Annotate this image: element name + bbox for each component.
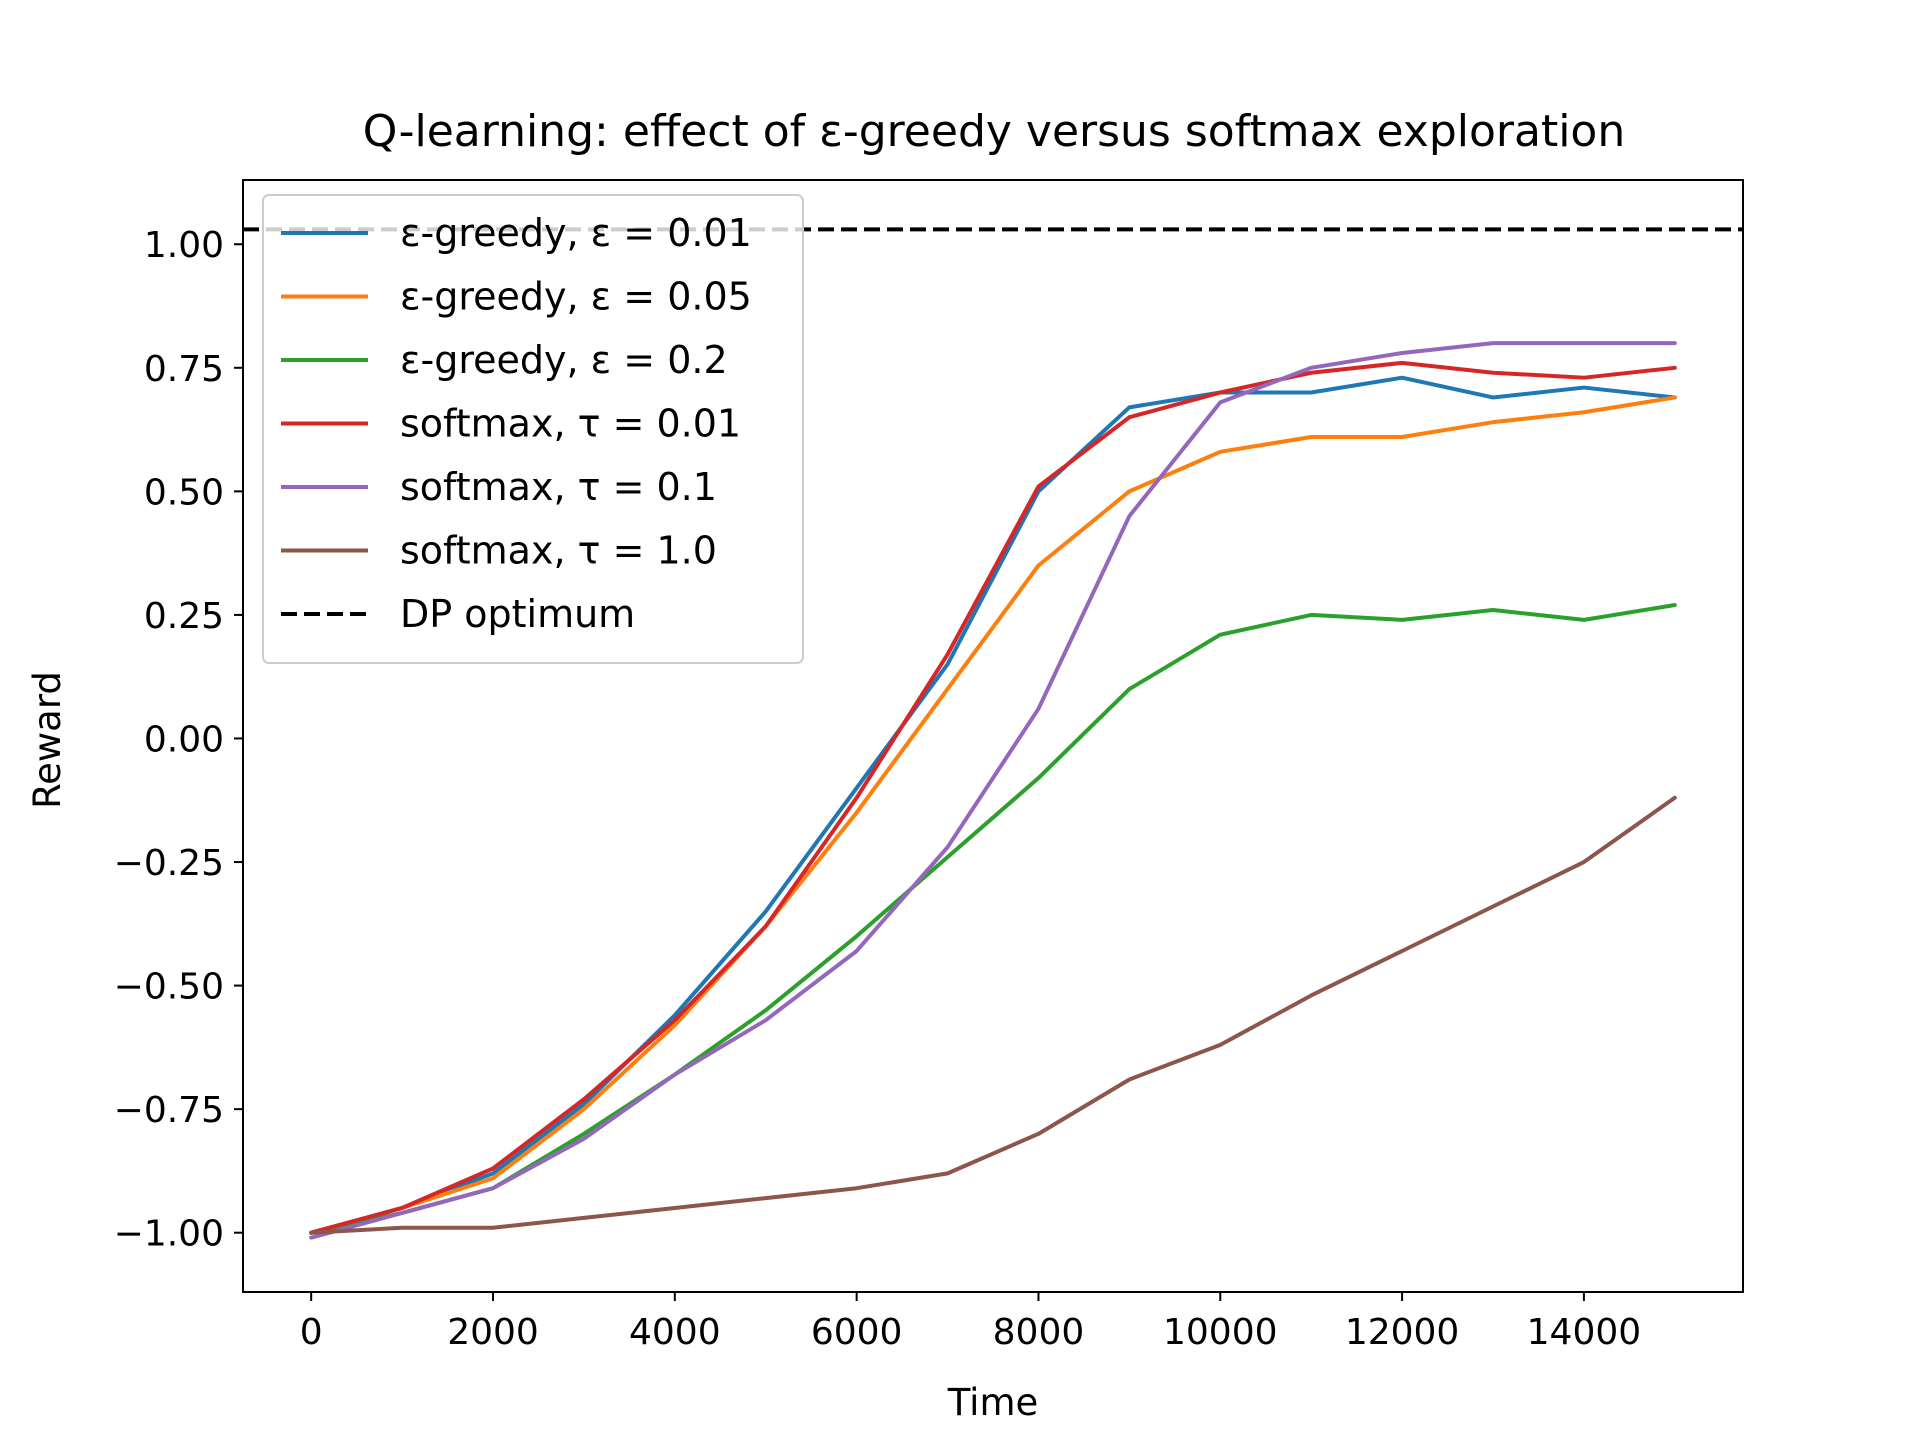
plot-frame: [242, 179, 1744, 1293]
series-line-4: [309, 360, 1677, 1235]
x-tick-label: 8000: [993, 1312, 1085, 1353]
x-tick-label: 2000: [447, 1312, 539, 1353]
y-tick-label: −0.50: [114, 967, 224, 1008]
x-tick-label: 12000: [1345, 1312, 1460, 1353]
x-tick-label: 14000: [1527, 1312, 1642, 1353]
y-axis-label: Reward: [26, 671, 69, 809]
x-tick-label: 4000: [629, 1312, 721, 1353]
legend-box: [262, 194, 804, 664]
x-tick-label: 6000: [811, 1312, 903, 1353]
legend: ε-greedy, ε = 0.01 ε-greedy, ε = 0.05 ε-gr…: [262, 194, 804, 664]
legend-label: DP optimum: [400, 592, 635, 636]
y-tick-label: −0.75: [114, 1090, 224, 1131]
x-tick-label: 10000: [1163, 1312, 1278, 1353]
plot-lines: [243, 227, 1743, 1240]
legend-label: softmax, τ = 1.0: [400, 529, 717, 573]
series-line-6: [309, 795, 1677, 1235]
y-tick-label: 0.75: [144, 349, 224, 390]
series-line-2: [309, 395, 1677, 1235]
legend-label: softmax, τ = 0.01: [400, 402, 741, 446]
series-line-5: [309, 341, 1677, 1240]
legend-label: softmax, τ = 0.1: [400, 465, 717, 509]
y-tick-label: −0.25: [114, 843, 224, 884]
series-line-3: [309, 603, 1677, 1235]
series-line-1: [309, 375, 1677, 1235]
y-axis: 1.00 0.75 0.50 0.25 0.00 −0.25 −0.50 −0.75 −1.00: [114, 225, 243, 1255]
x-tick-label: 0: [300, 1312, 323, 1353]
legend-label: ε-greedy, ε = 0.01: [400, 211, 752, 255]
x-axis-label: Time: [947, 1381, 1039, 1424]
y-tick-label: 0.00: [144, 719, 224, 760]
legend-label: ε-greedy, ε = 0.2: [400, 338, 728, 382]
y-tick-label: 1.00: [144, 225, 224, 266]
legend-label: ε-greedy, ε = 0.05: [400, 275, 752, 319]
y-tick-label: 0.25: [144, 596, 224, 637]
y-tick-label: 0.50: [144, 472, 224, 513]
y-tick-label: −1.00: [114, 1214, 224, 1255]
x-axis: 0 2000 4000 6000 8000 10000 12000 14000: [300, 1292, 1641, 1353]
chart-title: Q-learning: effect of ε-greedy versus so…: [363, 106, 1625, 157]
